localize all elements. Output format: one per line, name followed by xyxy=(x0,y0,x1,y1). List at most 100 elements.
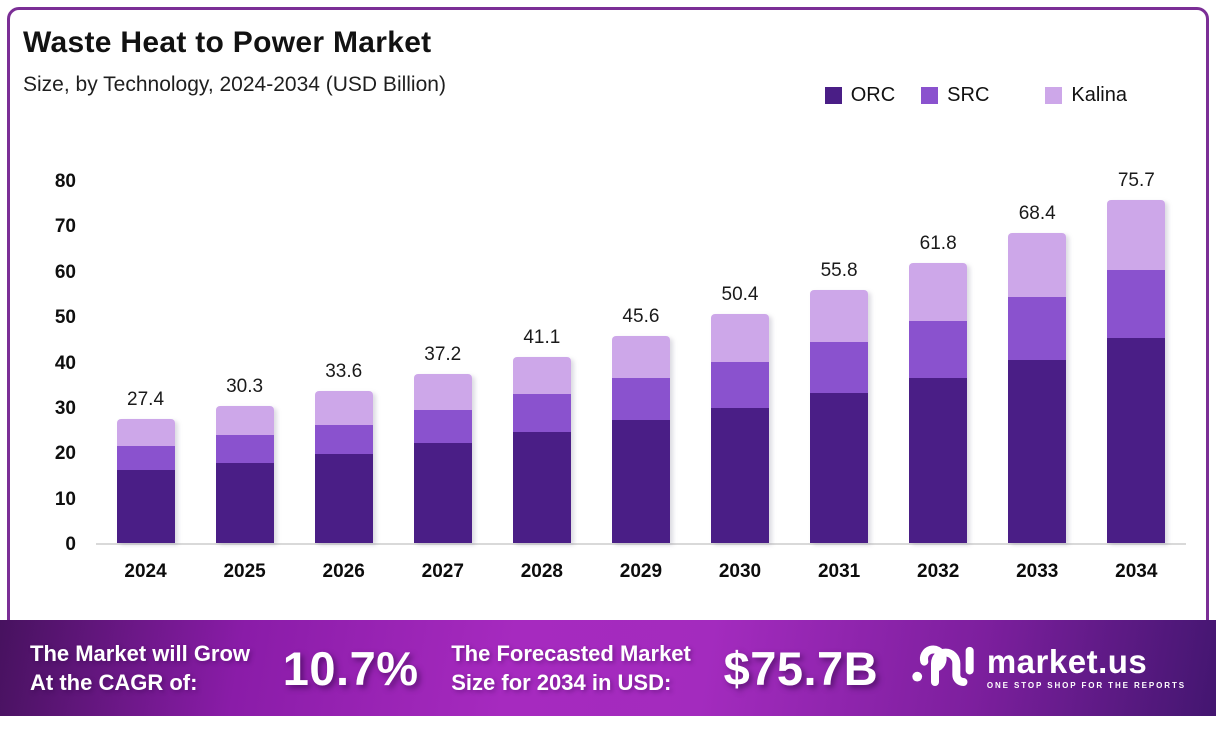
bar-segment-src-2033 xyxy=(1008,297,1067,361)
bar-segment-orc-2024 xyxy=(116,470,175,543)
legend-label: SRC xyxy=(947,84,990,106)
bar-value-label: 68.4 xyxy=(1018,202,1056,224)
forecast-label-line2: Size for 2034 in USD: xyxy=(451,670,672,695)
bar-segment-kalina-2025 xyxy=(215,405,274,435)
y-axis-tick: 40 xyxy=(54,352,76,374)
x-axis-label-2024: 2024 xyxy=(124,561,167,582)
bar-segment-kalina-2030 xyxy=(711,314,769,362)
legend-label: ORC xyxy=(850,84,896,106)
bar-segment-kalina-2027 xyxy=(413,374,472,411)
bar-2027: 37.2 xyxy=(413,344,472,543)
x-axis-label-2025: 2025 xyxy=(223,561,266,582)
brand-tagline: ONE STOP SHOP FOR THE REPORTS xyxy=(986,681,1186,690)
y-axis-tick: 30 xyxy=(54,397,76,419)
bar-2032: 61.8 xyxy=(909,233,968,543)
bar-2028: 41.1 xyxy=(512,327,571,543)
bar-segment-kalina-2024 xyxy=(116,418,175,446)
bar-value-label: 41.1 xyxy=(523,326,561,348)
bar-segment-kalina-2028 xyxy=(512,356,571,395)
page-title: Waste Heat to Power Market xyxy=(23,26,432,59)
x-axis-label-2027: 2027 xyxy=(421,561,464,582)
y-axis-tick: 80 xyxy=(54,171,76,192)
market-us-logo-icon xyxy=(911,638,975,699)
bar-2030: 50.4 xyxy=(711,284,769,543)
bar-segment-kalina-2033 xyxy=(1008,232,1067,298)
x-axis-label-2032: 2032 xyxy=(917,561,960,582)
bar-value-label: 50.4 xyxy=(721,284,759,306)
bar-value-label: 55.8 xyxy=(820,259,858,281)
chart-legend: ORC SRC Kalina xyxy=(824,84,1127,107)
y-axis-tick: 0 xyxy=(65,534,76,555)
page-subtitle: Size, by Technology, 2024-2034 (USD Bill… xyxy=(23,73,446,96)
y-axis-tick: 60 xyxy=(54,261,76,283)
bar-segment-kalina-2032 xyxy=(909,262,968,322)
bar-segment-orc-2032 xyxy=(909,377,968,543)
bar-segment-src-2029 xyxy=(611,377,670,421)
y-axis: 0 10 20 30 40 50 60 70 80 xyxy=(30,172,76,555)
x-axis-label-2030: 2030 xyxy=(718,561,762,582)
legend-item-src: SRC xyxy=(921,84,989,107)
bar-value-label: 33.6 xyxy=(325,360,363,382)
bar-segment-src-2032 xyxy=(909,321,968,378)
forecast-value: $75.7B xyxy=(723,641,879,695)
bar-segment-orc-2031 xyxy=(810,392,869,543)
y-axis-tick: 10 xyxy=(54,488,76,510)
x-axis-label-2034: 2034 xyxy=(1115,561,1158,582)
bar-segment-orc-2029 xyxy=(611,420,670,543)
brand-name: market.us xyxy=(986,643,1148,680)
y-axis-tick: 50 xyxy=(54,307,76,329)
bar-segment-src-2031 xyxy=(810,341,869,393)
bar-segment-src-2026 xyxy=(314,424,373,455)
legend-label: Kalina xyxy=(1071,84,1127,106)
bar-2024: 27.4 xyxy=(116,389,175,543)
bar-segment-src-2030 xyxy=(711,361,769,408)
bar-value-label: 45.6 xyxy=(622,306,660,328)
legend-item-kalina: Kalina xyxy=(1045,84,1127,107)
bar-segment-orc-2027 xyxy=(413,443,472,543)
bar-value-label: 61.8 xyxy=(919,232,957,254)
brand-block: market.us ONE STOP SHOP FOR THE REPORTS xyxy=(911,638,1186,699)
bar-segment-kalina-2029 xyxy=(611,336,670,378)
bar-segment-orc-2034 xyxy=(1107,337,1166,543)
bar-segment-src-2034 xyxy=(1107,269,1166,338)
x-axis-label-2033: 2033 xyxy=(1016,561,1059,582)
cagr-label-line1: The Market will Grow xyxy=(30,641,251,666)
legend-swatch-icon xyxy=(921,87,939,104)
bar-segment-orc-2033 xyxy=(1008,360,1067,543)
x-axis-label-2029: 2029 xyxy=(619,561,663,582)
chart-plot: 27.4 30.3 33.6 37.2 41.1 45.6 50.4 55.8 61.8 68.4… xyxy=(96,170,1186,545)
bar-segment-kalina-2034 xyxy=(1107,199,1166,270)
bar-2029: 45.6 xyxy=(611,306,670,543)
forecast-label: The Forecasted Market Size for 2034 in U… xyxy=(451,639,691,697)
footer-banner: The Market will Grow At the CAGR of: 10.… xyxy=(0,620,1216,716)
bar-segment-kalina-2031 xyxy=(810,289,869,342)
legend-swatch-icon xyxy=(824,87,842,104)
cagr-label-line2: At the CAGR of: xyxy=(30,670,198,695)
bar-2025: 30.3 xyxy=(215,376,274,543)
bar-segment-orc-2026 xyxy=(314,454,373,543)
bar-segment-orc-2025 xyxy=(215,462,274,543)
header: Waste Heat to Power Market Size, by Tech… xyxy=(23,26,446,97)
cagr-label: The Market will Grow At the CAGR of: xyxy=(30,639,250,697)
bar-segment-src-2028 xyxy=(512,394,571,432)
y-axis-tick: 20 xyxy=(54,443,76,465)
y-axis-tick: 70 xyxy=(54,216,76,238)
x-axis-label-2028: 2028 xyxy=(520,561,563,582)
forecast-label-line1: The Forecasted Market xyxy=(451,641,691,666)
bar-segment-src-2027 xyxy=(413,410,472,444)
chart-area: 0 10 20 30 40 50 60 70 80 27.4 30.3 33.6 37.2 41.1 45… xyxy=(30,170,1188,582)
bar-segment-src-2024 xyxy=(116,445,175,471)
x-axis: 2024 2025 2026 2027 2028 2029 2030 2031 2032 2033… xyxy=(96,561,1186,583)
bar-2034: 75.7 xyxy=(1107,170,1166,543)
bar-value-label: 27.4 xyxy=(127,388,165,410)
bar-segment-src-2025 xyxy=(215,435,274,463)
bar-value-label: 75.7 xyxy=(1117,169,1155,191)
legend-item-orc: ORC xyxy=(824,84,896,107)
bar-segment-orc-2028 xyxy=(512,431,571,543)
cagr-value: 10.7% xyxy=(282,641,419,695)
bar-segment-orc-2030 xyxy=(711,407,769,543)
bar-value-label: 30.3 xyxy=(226,375,264,397)
bar-value-label: 37.2 xyxy=(424,344,462,366)
brand-text: market.us ONE STOP SHOP FOR THE REPORTS xyxy=(986,643,1186,690)
legend-swatch-icon xyxy=(1045,87,1063,104)
